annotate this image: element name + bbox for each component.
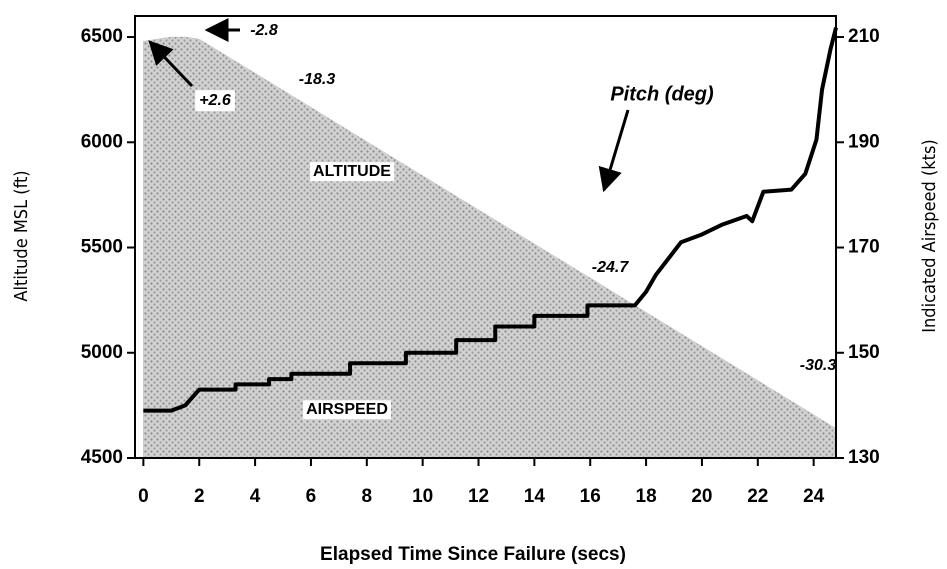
label-bg <box>303 400 391 420</box>
annotation: +2.6 <box>199 92 231 109</box>
y-tick-label: 4500 <box>81 447 123 468</box>
annotation: -24.7 <box>592 259 630 276</box>
x-tick-label: 22 <box>747 486 768 507</box>
y-tick-label: 6500 <box>81 26 123 47</box>
label-bg <box>310 162 395 182</box>
x-tick-label: 12 <box>468 486 489 507</box>
x-tick-label: 4 <box>250 486 261 507</box>
y2-tick-label: 170 <box>848 237 880 258</box>
plot-frame <box>134 15 837 459</box>
x-tick-label: 24 <box>803 486 825 507</box>
altitude-area <box>143 36 837 459</box>
y-tick-label: 5000 <box>81 342 123 363</box>
annotation: -18.3 <box>299 71 336 88</box>
y2-tick-label: 150 <box>848 342 880 363</box>
y2-tick-label: 130 <box>848 447 880 468</box>
y2-tick-label: 210 <box>848 26 880 47</box>
x-tick-label: 0 <box>138 486 149 507</box>
y-tick-label: 5500 <box>81 237 123 258</box>
annotation: -2.8 <box>250 22 278 39</box>
x-tick-label: 20 <box>691 486 712 507</box>
airspeed-line <box>143 27 838 413</box>
x-tick-label: 8 <box>362 486 373 507</box>
annotation: -30.3 <box>800 357 837 374</box>
y-tick-label: 6000 <box>81 131 123 152</box>
x-axis-title: Elapsed Time Since Failure (secs) <box>320 544 626 565</box>
x-tick-label: 10 <box>412 486 433 507</box>
series-label: ALTITUDE <box>313 163 391 180</box>
y2-axis-title: Indicated Airspeed (kts) <box>919 139 940 333</box>
x-tick-label: 14 <box>524 486 546 507</box>
y2-tick-label: 190 <box>848 131 880 152</box>
arrow <box>598 109 630 193</box>
arrow <box>148 40 194 88</box>
x-tick-label: 16 <box>580 486 601 507</box>
y-axis-title: Altitude MSL (ft) <box>11 170 32 301</box>
series-label: AIRSPEED <box>306 401 388 418</box>
label-bg <box>195 90 235 112</box>
x-tick-label: 18 <box>636 486 657 507</box>
x-tick-label: 6 <box>306 486 317 507</box>
annotation: Pitch (deg) <box>610 83 714 105</box>
x-tick-label: 2 <box>194 486 205 507</box>
